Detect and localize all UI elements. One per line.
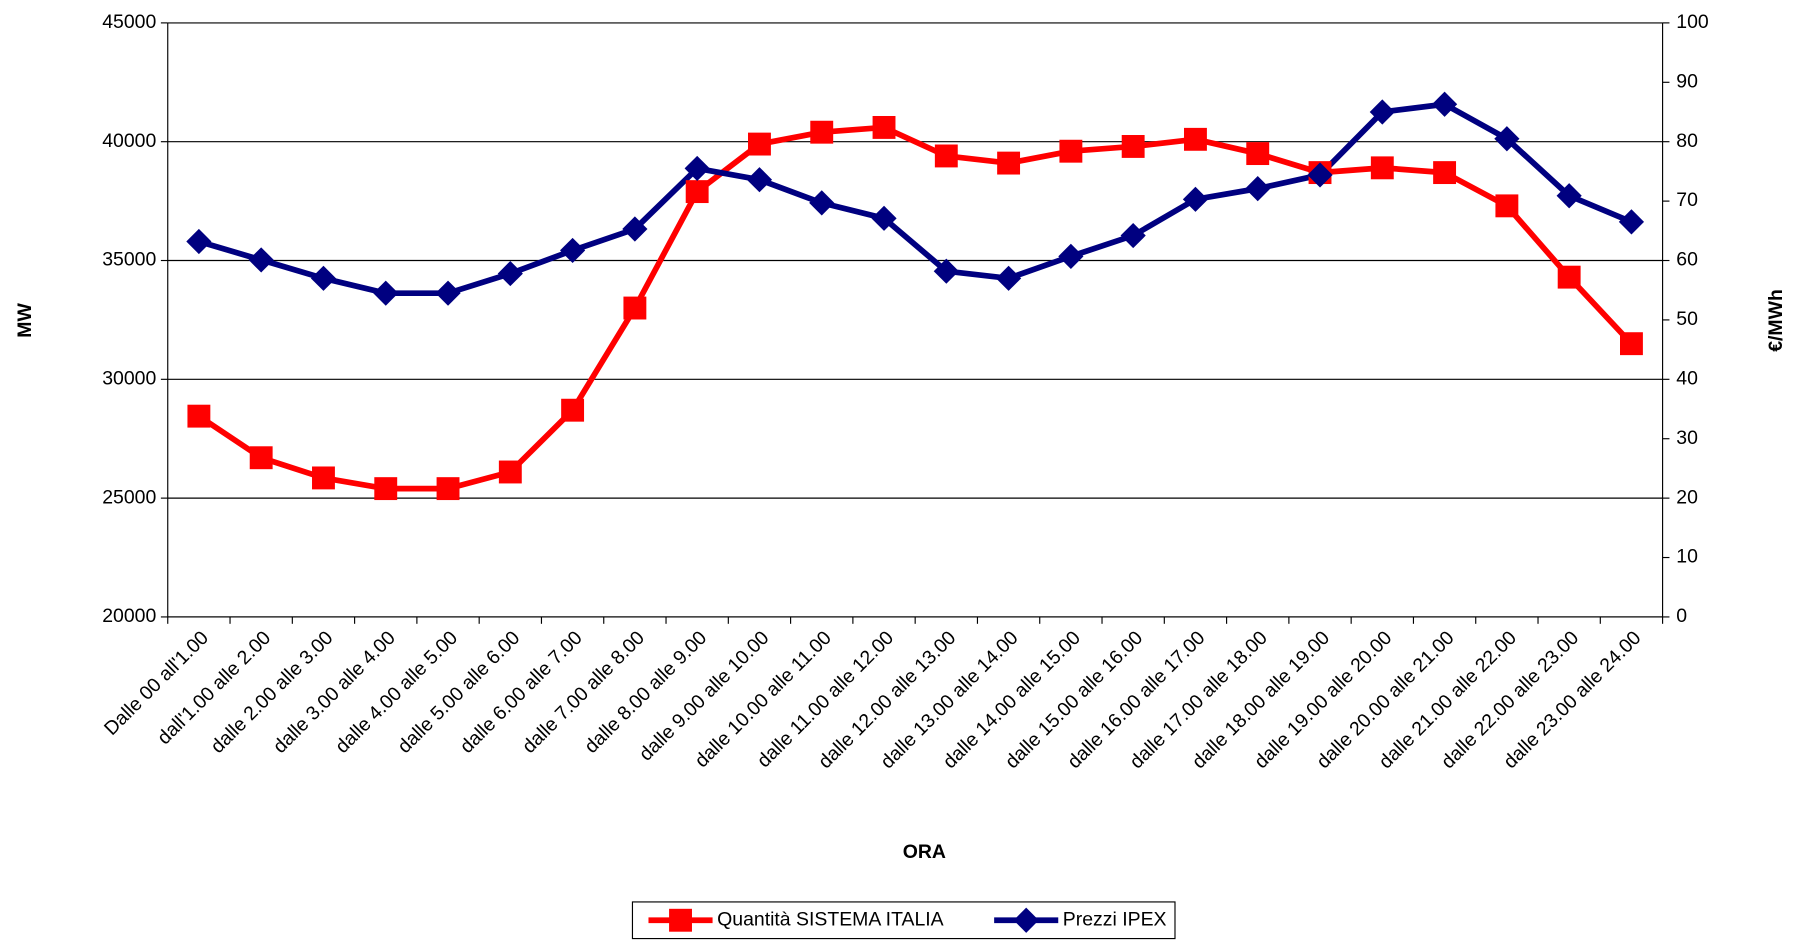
data-point — [560, 237, 586, 264]
series-line — [198, 101, 1633, 297]
data-point — [310, 265, 337, 291]
legend-label: Quantità SISTEMA ITALIA — [717, 908, 944, 930]
y2-tick-label: 80 — [1676, 130, 1698, 152]
x-axis-title: ORA — [903, 841, 946, 863]
data-point — [374, 477, 398, 501]
data-point — [497, 260, 523, 287]
data-point — [498, 460, 522, 484]
data-point — [1245, 176, 1271, 202]
y-tick-label: 25000 — [102, 486, 156, 508]
data-point — [810, 120, 834, 144]
y2-tick-label: 100 — [1676, 11, 1709, 33]
y2-tick-label: 40 — [1676, 367, 1698, 389]
data-point — [1370, 156, 1394, 180]
data-point — [1121, 135, 1145, 158]
y-axis-title: MW — [14, 303, 36, 338]
data-point — [561, 398, 585, 422]
y2-tick-label: 30 — [1676, 427, 1698, 449]
y-tick-label: 20000 — [102, 605, 156, 627]
data-point — [1433, 161, 1457, 185]
y2-tick-label: 10 — [1676, 546, 1698, 568]
legend-marker — [669, 908, 692, 932]
data-point — [746, 167, 773, 193]
data-point — [933, 258, 959, 284]
x-tick-label: Dalle 00 all'1.00 — [100, 627, 213, 740]
data-point — [872, 115, 896, 139]
data-point — [1432, 91, 1458, 117]
y2-tick-label: 90 — [1676, 70, 1698, 92]
data-point — [1246, 142, 1270, 166]
y-tick-label: 30000 — [102, 367, 156, 389]
y-tick-label: 45000 — [102, 11, 156, 33]
data-point — [436, 477, 460, 501]
y-tick-label: 40000 — [102, 130, 156, 152]
data-point — [1494, 126, 1520, 152]
data-point — [996, 265, 1022, 291]
y-tick-label: 35000 — [102, 249, 156, 271]
y2-axis-title: €/MWh — [1765, 289, 1787, 352]
data-point — [685, 180, 709, 204]
data-point — [997, 151, 1021, 175]
data-point — [809, 190, 835, 216]
data-point — [1184, 127, 1207, 151]
data-point — [312, 466, 335, 490]
data-point — [373, 280, 399, 306]
data-point — [1120, 222, 1146, 249]
y2-tick-label: 50 — [1676, 308, 1698, 330]
legend-box — [631, 901, 1176, 940]
data-point — [187, 404, 211, 428]
y2-tick-label: 0 — [1676, 605, 1687, 627]
data-point — [1556, 183, 1582, 209]
data-point — [1058, 243, 1084, 269]
y2-tick-label: 20 — [1676, 486, 1698, 508]
data-point — [748, 132, 771, 156]
data-point — [248, 247, 274, 273]
y2-tick-label: 60 — [1676, 249, 1698, 271]
legend-label: Prezzi IPEX — [1063, 908, 1167, 930]
data-point — [1182, 186, 1209, 212]
legend-marker — [1013, 907, 1039, 933]
data-point — [1618, 209, 1645, 235]
data-point — [186, 228, 212, 255]
data-point — [249, 446, 273, 470]
data-point — [435, 280, 461, 306]
y2-tick-label: 70 — [1676, 189, 1698, 211]
data-point — [623, 296, 647, 320]
data-point — [1495, 194, 1519, 218]
data-point — [1619, 332, 1643, 356]
x-tick-label: dall'1.00 alle 2.00 — [153, 627, 275, 749]
series-line — [197, 124, 1634, 492]
data-point — [1059, 139, 1083, 163]
data-point — [934, 144, 958, 168]
data-point — [1557, 265, 1581, 289]
